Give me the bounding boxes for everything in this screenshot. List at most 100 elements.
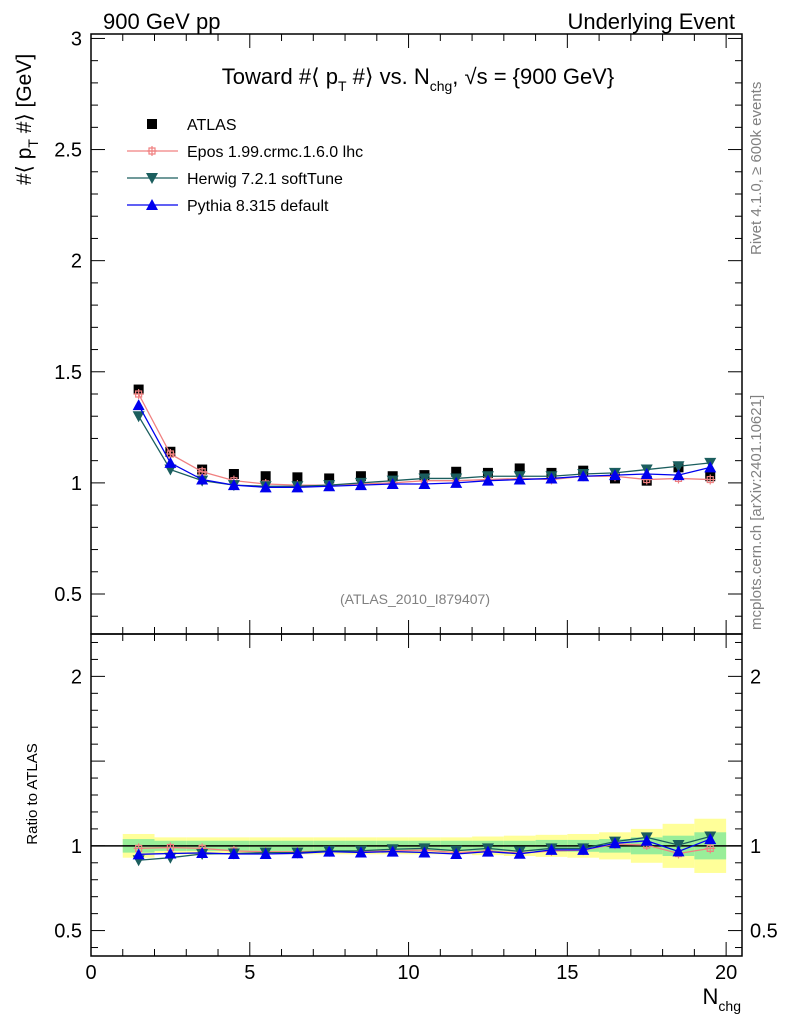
legend-label: ATLAS bbox=[187, 117, 237, 134]
ratio-point bbox=[259, 847, 272, 859]
legend-item: Epos 1.99.crmc.1.6.0 lhc bbox=[127, 144, 363, 161]
data-point bbox=[705, 474, 716, 485]
x-tick-label: 5 bbox=[244, 962, 255, 984]
legend-marker bbox=[147, 146, 157, 156]
data-point bbox=[227, 479, 240, 491]
data-point bbox=[196, 473, 209, 485]
ratio-bands bbox=[91, 818, 742, 873]
x-tick-label: 15 bbox=[556, 962, 578, 984]
main-y-tick-label: 1.5 bbox=[54, 362, 82, 384]
legend-item: Herwig 7.2.1 softTune bbox=[127, 171, 343, 188]
data-point bbox=[418, 478, 431, 489]
data-point bbox=[228, 469, 239, 479]
ratio-point bbox=[481, 845, 494, 857]
series-square bbox=[133, 384, 716, 486]
data-point bbox=[450, 476, 463, 488]
legend-item: ATLAS bbox=[147, 117, 237, 134]
x-tick-label: 20 bbox=[715, 962, 737, 984]
data-point bbox=[577, 470, 590, 482]
ratio-series-group bbox=[132, 831, 717, 867]
main-axis-ticks: 0.5 1 1.5 2 2.5 3 bbox=[54, 28, 742, 634]
analysis-watermark: (ATLAS_2010_I879407) bbox=[340, 591, 490, 607]
legend-label: Herwig 7.2.1 softTune bbox=[187, 171, 343, 188]
ratio-point bbox=[196, 846, 209, 858]
ratio-point bbox=[164, 847, 177, 859]
main-y-tick-label: 0.5 bbox=[54, 584, 82, 606]
main-y-tick-label: 2 bbox=[71, 251, 82, 273]
data-point bbox=[513, 473, 526, 485]
data-point bbox=[608, 469, 621, 481]
ratio-panel: 0.5 0.51 12 20 5 10 15 20 Ratio to ATLAS Nchg bbox=[24, 633, 778, 1014]
data-point bbox=[324, 473, 335, 484]
data-point bbox=[260, 471, 271, 482]
ratio-point bbox=[513, 847, 526, 859]
data-point bbox=[545, 472, 558, 484]
legend-marker bbox=[146, 199, 158, 210]
ratio-point bbox=[450, 847, 463, 859]
mcplots-label: mcplots.cern.ch [arXiv:2401.10621] bbox=[748, 395, 765, 630]
main-series-group bbox=[132, 384, 717, 493]
data-point bbox=[132, 399, 145, 411]
header-right: Underlying Event bbox=[567, 9, 735, 34]
data-point bbox=[291, 481, 304, 493]
rivet-label: Rivet 4.1.0, ≥ 600k events bbox=[748, 82, 765, 255]
ratio-point bbox=[705, 843, 716, 854]
data-point bbox=[481, 474, 494, 486]
data-point bbox=[672, 461, 685, 473]
data-point bbox=[672, 469, 685, 481]
x-tick-label: 10 bbox=[397, 962, 419, 984]
data-point bbox=[164, 456, 177, 468]
data-point bbox=[132, 411, 145, 423]
series-triangle-up bbox=[132, 399, 717, 493]
ratio-series-triangle-up bbox=[132, 833, 717, 860]
ratio-y-tick-label-right: 2 bbox=[750, 666, 761, 688]
ratio-y-tick-label-right: 0.5 bbox=[750, 921, 778, 943]
data-point bbox=[355, 471, 366, 482]
x-axis-label: Nchg bbox=[703, 984, 741, 1014]
legend-marker bbox=[146, 173, 158, 184]
main-y-label: #⟨ pT #⟩ [GeV] bbox=[13, 54, 41, 185]
data-point bbox=[292, 472, 303, 483]
main-panel: 0.5 1 1.5 2 2.5 3 Toward #⟨ pT #⟩ vs. Nchg, √… bbox=[13, 28, 743, 635]
ratio-point bbox=[545, 843, 558, 855]
ratio-y-label: Ratio to ATLAS bbox=[24, 743, 41, 844]
data-point bbox=[514, 463, 525, 474]
ratio-point bbox=[132, 848, 145, 860]
ratio-point bbox=[354, 846, 367, 858]
ratio-point bbox=[672, 845, 685, 857]
ratio-axis-ticks: 0.5 0.51 12 20 5 10 15 20 bbox=[54, 634, 778, 984]
main-y-tick-label: 1 bbox=[71, 473, 82, 495]
plot-title: Toward #⟨ pT #⟩ vs. Nchg, √s = {900 GeV} bbox=[222, 64, 614, 94]
data-point bbox=[354, 479, 367, 491]
ratio-point bbox=[704, 833, 717, 845]
x-tick-label: 0 bbox=[85, 962, 96, 984]
legend: ATLAS Epos 1.99.crmc.1.6.0 lhc Herwig 7.2.… bbox=[127, 117, 363, 215]
ratio-point bbox=[227, 847, 240, 859]
ratio-point bbox=[608, 837, 621, 849]
ratio-point bbox=[386, 845, 399, 857]
header-left: 900 GeV pp bbox=[103, 9, 220, 34]
ratio-point bbox=[577, 843, 590, 855]
data-point bbox=[259, 481, 272, 493]
legend-marker bbox=[147, 119, 157, 129]
data-point bbox=[704, 461, 717, 473]
ratio-point bbox=[418, 846, 431, 858]
ratio-y-tick-label-right: 1 bbox=[750, 836, 761, 858]
ratio-y-tick-label: 1 bbox=[71, 836, 82, 858]
data-point bbox=[133, 389, 144, 399]
ratio-point bbox=[640, 834, 653, 846]
data-point bbox=[386, 478, 399, 489]
main-y-tick-label: 2.5 bbox=[54, 140, 82, 162]
legend-label: Pythia 8.315 default bbox=[187, 198, 329, 215]
ratio-point bbox=[323, 845, 336, 857]
ratio-y-tick-label: 0.5 bbox=[54, 921, 82, 943]
data-point bbox=[323, 480, 336, 492]
ratio-y-tick-label: 2 bbox=[71, 666, 82, 688]
data-point bbox=[640, 468, 653, 479]
legend-label: Epos 1.99.crmc.1.6.0 lhc bbox=[187, 144, 363, 161]
ratio-frame bbox=[90, 633, 743, 957]
data-point bbox=[451, 466, 462, 477]
main-y-tick-label: 3 bbox=[71, 28, 82, 50]
ratio-point bbox=[291, 847, 304, 859]
